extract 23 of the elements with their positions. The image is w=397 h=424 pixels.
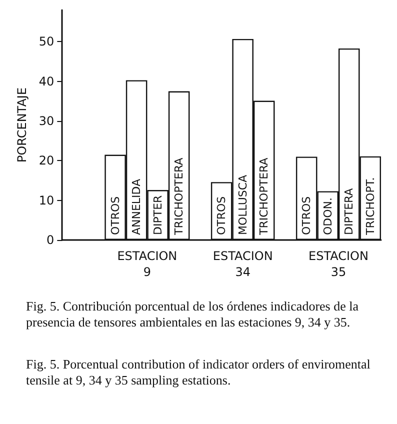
y-tick-label: 0 bbox=[46, 233, 54, 247]
caption: Fig. 5. Contribución porcentual de los órdenes indicadores de la presencia de tensores ambientales en las estaciones 9, 34 y 35. bbox=[26, 298, 362, 330]
x-tick-label: TRICHOPTERA bbox=[172, 157, 186, 236]
x-tick-label: ODON. bbox=[321, 197, 334, 235]
y-tick-label: 10 bbox=[38, 193, 54, 208]
x-tick-label: OTROS bbox=[300, 196, 314, 235]
y-tick-label: 40 bbox=[38, 74, 54, 88]
y-tick-label: 30 bbox=[38, 114, 54, 128]
caption: Fig. 5. Porcentual contribution of indicator orders of enviromental tensile at 9, 34 y 35 sampling estations. bbox=[26, 356, 374, 388]
x-tick-label: TRICHOPTERA bbox=[258, 157, 271, 236]
x-tick-label: DIPTERA bbox=[342, 188, 356, 235]
x-tick-label: DIPTER bbox=[151, 194, 164, 235]
x-tick-label: OTROS bbox=[108, 196, 122, 235]
text: ESTACION 34 bbox=[212, 249, 273, 279]
x-tick-label: MOLLUSCA bbox=[236, 174, 250, 235]
x-tick-label: ANNELIDA bbox=[130, 178, 144, 235]
text: ESTACION 9 bbox=[117, 249, 178, 279]
x-tick-label: OTROS bbox=[215, 196, 228, 235]
x-tick-label: TRICHOPT. bbox=[364, 177, 377, 236]
y-tick-label: 20 bbox=[38, 154, 54, 168]
y-tick-label: 50 bbox=[38, 34, 54, 49]
text: ESTACION 35 bbox=[308, 249, 368, 279]
y-axis-title: PORCENTAJE bbox=[15, 87, 29, 163]
